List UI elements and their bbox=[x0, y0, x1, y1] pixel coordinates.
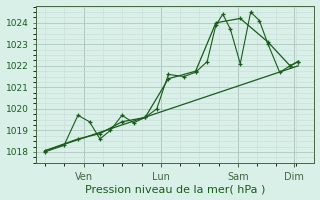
X-axis label: Pression niveau de la mer( hPa ): Pression niveau de la mer( hPa ) bbox=[85, 184, 266, 194]
